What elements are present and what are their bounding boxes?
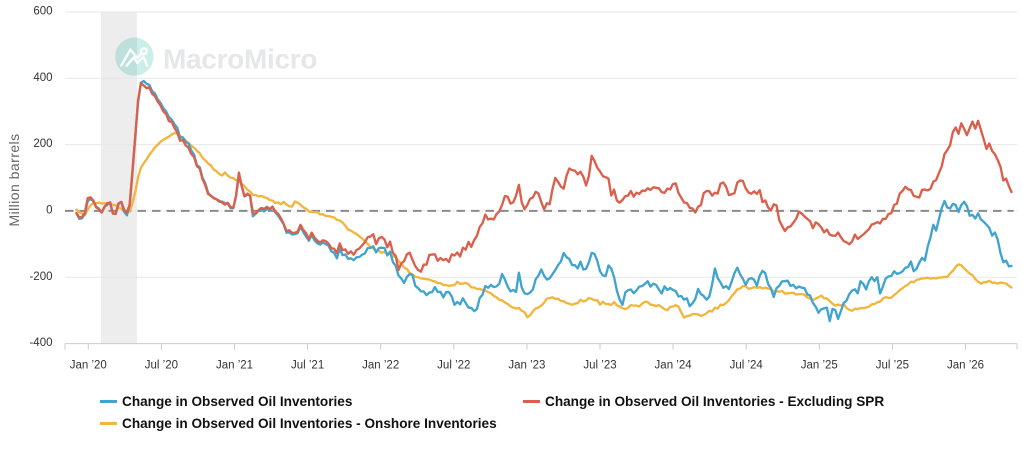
svg-text:MacroMicro: MacroMicro (163, 44, 317, 75)
svg-text:Jan ’26: Jan ’26 (947, 360, 984, 372)
svg-text:-400: -400 (29, 337, 52, 349)
svg-text:600: 600 (33, 6, 52, 18)
svg-text:200: 200 (33, 138, 52, 150)
svg-text:Jul ’21: Jul ’21 (291, 360, 324, 372)
svg-text:Change in Observed Oil Invento: Change in Observed Oil Inventories - Exc… (545, 394, 884, 409)
svg-text:Million barrels: Million barrels (6, 133, 22, 226)
svg-text:400: 400 (33, 72, 52, 84)
svg-text:Jul ’23: Jul ’23 (583, 360, 616, 372)
svg-text:Jul ’22: Jul ’22 (437, 360, 470, 372)
svg-text:-200: -200 (29, 271, 52, 283)
svg-text:Jul ’25: Jul ’25 (876, 360, 909, 372)
svg-text:Jul ’24: Jul ’24 (730, 360, 764, 372)
svg-text:Jul ’20: Jul ’20 (145, 360, 178, 372)
svg-text:Change in Observed Oil Invento: Change in Observed Oil Inventories - Ons… (122, 416, 497, 431)
svg-text:Change in Observed Oil Invento: Change in Observed Oil Inventories (122, 394, 352, 409)
svg-text:0: 0 (46, 204, 52, 216)
svg-text:Jan ’23: Jan ’23 (508, 360, 545, 372)
svg-text:Jan ’24: Jan ’24 (655, 360, 693, 372)
svg-text:Jan ’21: Jan ’21 (216, 360, 253, 372)
svg-text:Jan ’25: Jan ’25 (801, 360, 838, 372)
svg-text:Jan ’22: Jan ’22 (362, 360, 399, 372)
svg-text:Jan ’20: Jan ’20 (70, 360, 107, 372)
